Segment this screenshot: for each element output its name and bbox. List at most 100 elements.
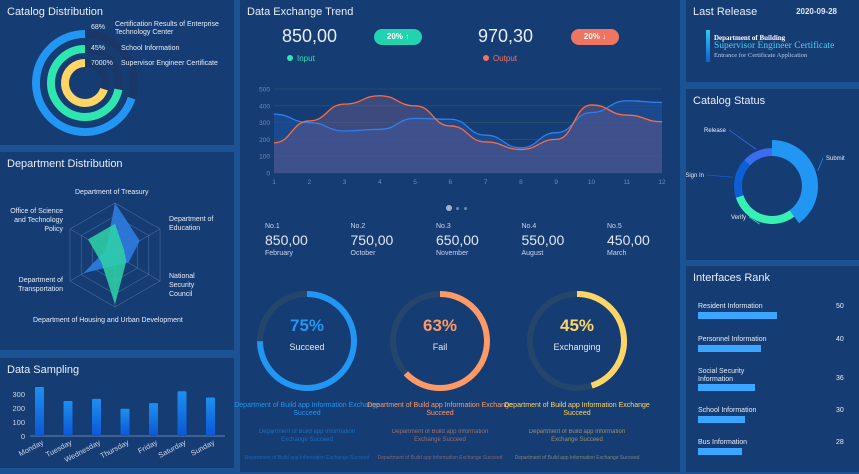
series-line-0 <box>273 100 663 149</box>
gauge-arc <box>403 291 490 391</box>
gauge-arc <box>576 291 627 389</box>
input-badge: 20% ↑ <box>374 29 422 45</box>
caption-line: Department of Build app Information Exch… <box>514 455 640 461</box>
caption-line: Department of Build app Information Exch… <box>367 402 513 417</box>
input-label: Input <box>297 54 315 63</box>
release-certificate-link[interactable]: Supervisor Engineer Certificate <box>714 41 835 51</box>
x-tick-label: 10 <box>588 179 596 186</box>
rank-value: 850,00 <box>265 232 308 248</box>
series-area-0 <box>274 100 662 173</box>
x-tick-label: 12 <box>658 179 666 186</box>
bar <box>120 408 130 436</box>
rank-bar <box>698 448 743 455</box>
rank-item: No.2 750,00 October <box>351 223 394 257</box>
label-line <box>748 216 760 225</box>
panel-title: Interfaces Rank <box>693 272 771 284</box>
output-legend: Output <box>483 54 517 63</box>
label-line <box>706 174 733 178</box>
catalog-status-donut: Submit Verify Sign In Release <box>686 128 845 225</box>
carousel-dot-active[interactable] <box>446 205 452 211</box>
rank-label: Bus Information <box>698 439 748 446</box>
label-line <box>728 129 757 150</box>
legend-label: Certification Results of Enterprise Tech… <box>115 21 219 36</box>
data-exchange-panel: Data Exchange Trend 850,00 20% ↑ Input 9… <box>234 0 680 474</box>
y-tick-label: 100 <box>259 154 270 161</box>
rank-number: No.4 <box>521 223 537 230</box>
y-tick-label: 500 <box>259 87 270 94</box>
ring-arc <box>61 59 108 107</box>
rank-label: Social Security Information <box>698 368 745 383</box>
gauge-center: 45% Exchanging <box>527 316 627 352</box>
ring-arc <box>47 45 123 121</box>
legend-label: School Information <box>121 45 180 52</box>
rank-item: No.3 650,00 November <box>436 223 479 257</box>
donut-label: Sign In <box>686 173 704 179</box>
y-tick-label: 0 <box>21 432 25 441</box>
x-tick-label: Saturday <box>157 438 188 460</box>
caption-line: Department of Build app Information Exch… <box>234 402 380 417</box>
caption-line: Department of Build app Information Exch… <box>391 429 489 443</box>
data-sampling-panel: Data Sampling 0 100 200 300 Monday Tuesday Wed… <box>0 358 234 468</box>
rank-month: February <box>265 250 294 257</box>
donut-slice <box>744 148 772 166</box>
legend-pct: 68% <box>91 24 106 31</box>
x-tick-label: Friday <box>136 438 159 456</box>
radar-chart <box>69 202 161 308</box>
rank-bar <box>698 345 762 352</box>
y-tick-label: 300 <box>12 390 25 399</box>
rank-value: 550,00 <box>521 232 565 248</box>
bar <box>63 401 73 436</box>
rank-bar <box>698 416 746 423</box>
y-tick-label: 200 <box>12 404 25 413</box>
gauge-caption: Department of Build app Information Exch… <box>365 402 515 462</box>
rank-number: No.5 <box>607 223 622 230</box>
bar <box>92 398 101 436</box>
output-badge: 20% ↓ <box>571 29 619 45</box>
gauge-center: 63% Fail <box>390 316 490 352</box>
ring-arc <box>32 30 136 136</box>
caption-line: Department of Build app Information Exch… <box>244 455 370 461</box>
y-tick-label: 200 <box>259 137 270 144</box>
output-value: 970,30 <box>478 26 534 46</box>
gauge-percent: 75% <box>289 316 325 335</box>
panel-title: Data Sampling <box>7 364 80 376</box>
panel-title: Catalog Distribution <box>7 6 103 18</box>
x-tick-label: 8 <box>519 179 523 186</box>
release-date: 2020-09-28 <box>796 7 837 16</box>
accent-bar <box>706 30 710 62</box>
carousel-dot[interactable] <box>464 207 467 210</box>
rank-number: No.3 <box>436 223 451 230</box>
rank-item: No.4 550,00 August <box>522 223 565 257</box>
dot-icon <box>287 55 293 61</box>
donut-label: Release <box>704 128 727 134</box>
bar <box>177 391 187 436</box>
bar <box>149 403 158 436</box>
rank-bar <box>698 384 755 391</box>
rank-month: November <box>436 250 469 257</box>
carousel-dot[interactable] <box>456 207 459 210</box>
donut-slice <box>734 159 751 198</box>
gauge-label: Exchanging <box>553 342 601 352</box>
label-line <box>817 157 824 172</box>
ranking-list: No.1 850,00 February No.2 750,00 October No.3 6… <box>265 223 685 268</box>
rank-label: Resident Information <box>698 303 763 310</box>
dot-icon <box>483 55 489 61</box>
panel-title: Data Exchange Trend <box>247 6 354 18</box>
catalog-distribution-rings <box>32 30 138 136</box>
legend-pct: 7000% <box>91 60 113 67</box>
rank-bar <box>698 312 777 319</box>
department-distribution-panel: Department Distribution Department of Tr… <box>0 152 234 350</box>
caption-line: Department of Build app Information Exch… <box>504 402 650 417</box>
bar <box>206 397 215 436</box>
gauge-caption: Department of Build app Information Exch… <box>502 402 652 462</box>
gauges: 75% Succeed Department of Build app Inform… <box>234 284 680 474</box>
radar-axis-label: Office of Science and Technology Policy <box>10 208 63 233</box>
rank-value: 40 <box>836 336 844 343</box>
carousel-dots[interactable] <box>446 198 467 216</box>
gauge-caption: Department of Build app Information Exch… <box>232 402 382 462</box>
radar-axis-label: Department of Treasury <box>75 189 149 196</box>
y-tick-label: 400 <box>259 103 270 110</box>
rank-value: 28 <box>836 439 844 446</box>
series-line-1 <box>273 95 663 151</box>
